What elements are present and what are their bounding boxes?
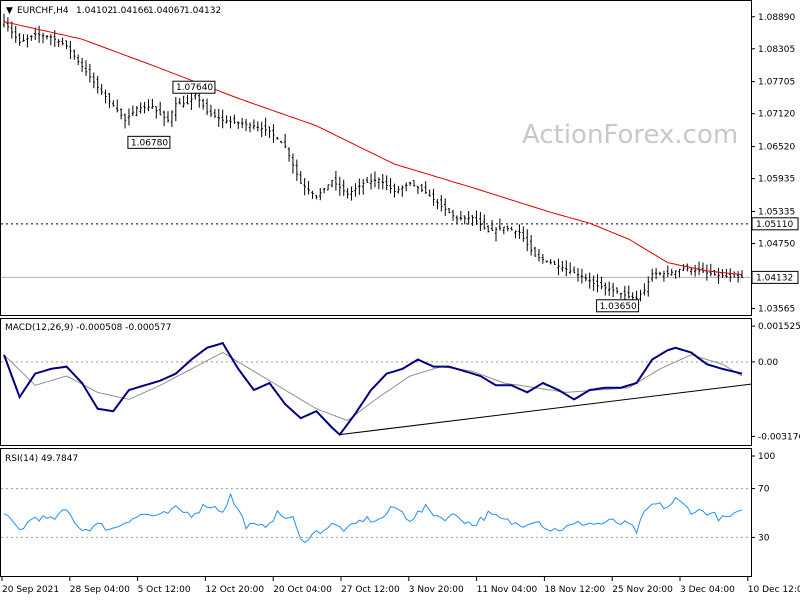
price-annotations: 1.07640 1.06780 1.03650 <box>127 80 640 313</box>
macd-trendline <box>339 383 752 436</box>
price-levels <box>1 223 751 278</box>
current-price-tag <box>751 270 799 284</box>
time-tick-label: 12 Oct 20:00 <box>205 585 264 595</box>
rsi-tick-label: 100 <box>758 452 775 462</box>
moving-average-line <box>3 21 743 276</box>
ohlc-high: 1.04166 <box>112 6 149 16</box>
dotted-level-label: 1.05110 <box>756 220 793 230</box>
chart-title-arrow: ▼ <box>6 6 13 16</box>
time-tick-label: 18 Nov 12:00 <box>544 585 605 595</box>
price-tick-label: 1.07705 <box>758 78 795 88</box>
rsi-axis: 100 70 30 <box>751 452 775 543</box>
price-axis: 1.08890 1.08305 1.07705 1.07120 1.06520 1.059… <box>751 13 799 314</box>
rsi-tick-label: 30 <box>758 533 770 543</box>
time-tick-label: 28 Sep 04:00 <box>70 585 130 595</box>
price-panel-frame <box>0 0 752 316</box>
time-tick-label: 3 Dec 04:00 <box>680 585 735 595</box>
time-tick-label: 25 Nov 20:00 <box>612 585 673 595</box>
time-axis: 20 Sep 2021 28 Sep 04:00 5 Oct 12:00 12 Oct… <box>1 577 800 595</box>
price-annotation-label: 1.03650 <box>600 302 637 312</box>
macd-title: MACD(12,26,9) -0.000508 -0.000577 <box>5 323 171 333</box>
time-tick-label: 3 Nov 20:00 <box>409 585 464 595</box>
price-tick-label: 1.05935 <box>758 175 795 185</box>
time-tick-label: 20 Oct 04:00 <box>273 585 332 595</box>
ohlc-open: 1.04102 <box>76 6 113 16</box>
ohlc-low: 1.04067 <box>148 6 185 16</box>
price-tick-label: 1.08305 <box>758 45 795 55</box>
price-tick-label: 1.04750 <box>758 240 795 250</box>
price-tick-label: 1.08890 <box>758 13 795 23</box>
price-tick-label: 1.06520 <box>758 143 795 153</box>
current-price-label: 1.04132 <box>756 273 793 283</box>
price-tick-label: 1.05335 <box>758 207 795 217</box>
rsi-title: RSI(14) 49.7847 <box>5 454 78 464</box>
macd-tick-label: 0.001525 <box>758 322 800 332</box>
rsi-levels <box>1 488 751 538</box>
time-tick-label: 5 Oct 12:00 <box>138 585 191 595</box>
rsi-panel-frame <box>0 448 752 577</box>
macd-tick-label: -0.003176 <box>758 432 800 442</box>
price-candles <box>2 13 744 303</box>
price-tick-label: 1.03565 <box>758 304 795 314</box>
chart-title: EURCHF,H4 <box>17 6 69 16</box>
macd-tick-label: 0.00 <box>758 358 778 368</box>
time-tick-label: 11 Nov 04:00 <box>477 585 538 595</box>
rsi-tick-label: 70 <box>758 485 770 495</box>
ohlc-close: 1.04132 <box>184 6 221 16</box>
price-annotation-box <box>127 135 171 149</box>
macd-line <box>3 341 743 437</box>
macd-axis: 0.001525 0.00 -0.003176 <box>751 322 800 442</box>
time-tick-label: 20 Sep 2021 <box>2 585 59 595</box>
price-annotation-box <box>596 299 640 313</box>
dotted-level-tag <box>751 217 799 231</box>
price-annotation-box <box>172 80 216 94</box>
time-tick-label: 27 Oct 12:00 <box>341 585 400 595</box>
watermark: ActionForex.com <box>522 120 738 150</box>
rsi-line <box>3 492 743 544</box>
price-tick-label: 1.07120 <box>758 110 795 120</box>
price-annotation-label: 1.07640 <box>176 83 213 93</box>
macd-panel-frame <box>0 318 752 446</box>
price-annotation-label: 1.06780 <box>131 138 168 148</box>
time-tick-label: 10 Dec 12:00 <box>748 585 800 595</box>
